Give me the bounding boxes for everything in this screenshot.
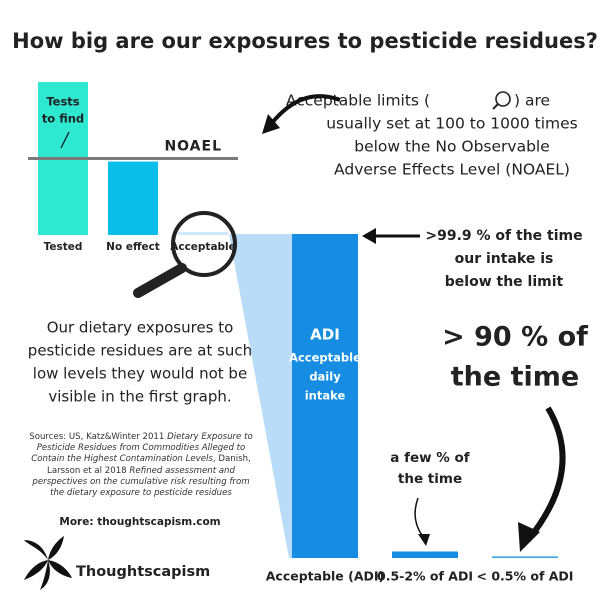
exposure-note: visible in the first graph.: [48, 388, 231, 406]
zoom-funnel: [229, 234, 292, 558]
bar: [492, 556, 558, 558]
bar-text: ADI: [310, 326, 340, 344]
arrow-head: [518, 522, 540, 552]
x-tick-label: 0.5-2% of ADI: [377, 569, 473, 584]
bar-text: to find: [42, 112, 84, 126]
more-link: More: thoughtscapism.com: [59, 516, 220, 528]
intake-note: below the limit: [445, 274, 564, 290]
few-note: the time: [398, 471, 462, 487]
sources-title: Refined assessment and perspectives on t…: [32, 465, 250, 499]
bar-text: intake: [305, 389, 346, 403]
arrow: [266, 94, 341, 130]
bar: [108, 161, 158, 235]
magnifier: [133, 211, 237, 298]
limits-note: ) are: [514, 92, 550, 110]
x-tick-label: < 0.5% of ADI: [477, 569, 574, 584]
arrow: [60, 131, 70, 149]
magnifier-icon: [492, 91, 511, 110]
exposure-note: low levels they would not be: [33, 365, 247, 383]
limits-note: Adverse Effects Level (NOAEL): [334, 161, 570, 179]
title: How big are our exposures to pesticide r…: [12, 29, 598, 53]
arrow-head: [262, 114, 280, 134]
x-tick-label: Tested: [44, 241, 83, 253]
sources-text: , Danish, Larsson et al 2018: [47, 454, 251, 476]
limits-note: Acceptable limits (: [286, 92, 430, 110]
bar-text: Acceptable: [289, 351, 361, 365]
arrow-head: [418, 534, 430, 546]
big-note: > 90 % of: [442, 322, 588, 353]
bar: [178, 231, 228, 235]
logo: [24, 536, 72, 590]
arrow: [525, 406, 566, 542]
x-tick-label: Acceptable (ADI): [266, 569, 385, 584]
bar-text: daily: [309, 370, 341, 384]
intake-note: >99.9 % of the time: [425, 228, 582, 244]
bar: [292, 234, 358, 558]
sources: Sources: US, Katz&Winter 2011 Dietary Ex…: [28, 432, 254, 499]
arrow-head: [362, 228, 376, 244]
x-tick-label: No effect: [106, 241, 160, 253]
limits-note: usually set at 100 to 1000 times: [326, 115, 578, 133]
arrow: [414, 497, 425, 539]
exposure-note: pesticide residues are at such: [28, 342, 252, 360]
x-tick-label: Acceptable: [170, 241, 236, 253]
intake-note: our intake is: [455, 251, 554, 267]
limits-note: below the No Observable: [354, 138, 550, 156]
reference-label: NOAEL: [164, 139, 222, 155]
few-note: a few % of: [390, 450, 470, 466]
sources-title: Dietary Exposure to Pesticide Residues f…: [31, 432, 253, 465]
charts: Tested No effect Acceptable NOAEL Tests to fi…: [28, 82, 573, 584]
big-note: the time: [451, 362, 579, 393]
sources-text: Sources: US, Katz&Winter 2011: [29, 432, 168, 442]
exposure-note: Our dietary exposures to: [47, 319, 234, 337]
bar-text: Tests: [46, 95, 79, 109]
bar: [392, 551, 458, 558]
brand: Thoughtscapism: [76, 564, 210, 580]
